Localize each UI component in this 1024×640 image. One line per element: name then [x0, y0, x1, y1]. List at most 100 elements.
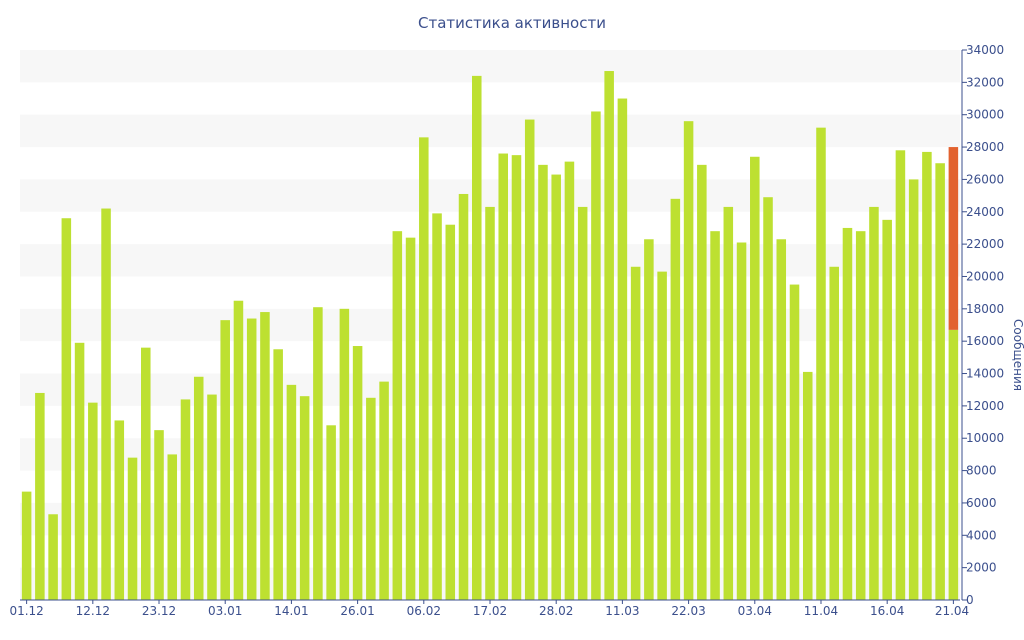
y-tick-label: 16000	[966, 334, 1004, 348]
y-tick-label: 32000	[966, 75, 1004, 89]
y-tick-label: 2000	[966, 561, 997, 575]
bar	[432, 213, 442, 600]
bar	[511, 155, 522, 600]
bar	[908, 179, 919, 601]
bar	[630, 266, 641, 600]
bar	[591, 111, 601, 601]
bar	[736, 242, 747, 600]
bar	[207, 394, 217, 600]
bar	[802, 371, 813, 600]
bar	[882, 219, 892, 600]
y-tick-label: 30000	[966, 108, 1004, 122]
bar	[644, 239, 654, 600]
y-tick-label: 20000	[966, 269, 1004, 283]
bar	[869, 206, 879, 601]
bar	[101, 208, 111, 600]
bar	[670, 198, 681, 600]
x-tick-label: 28.02	[539, 604, 573, 618]
bar	[498, 153, 509, 600]
bar	[697, 164, 707, 600]
bar	[35, 392, 45, 600]
bar	[657, 271, 667, 600]
bar-highlight	[948, 147, 959, 330]
grid-band	[20, 114, 960, 148]
grid-band	[20, 179, 960, 212]
bar	[763, 197, 773, 601]
y-tick-label: 22000	[966, 237, 1004, 251]
bar	[180, 399, 191, 600]
x-tick-label: 03.04	[738, 604, 772, 618]
bar	[379, 381, 389, 600]
bar	[260, 312, 270, 600]
y-tick-label: 0	[966, 593, 974, 607]
x-tick-label: 11.03	[605, 604, 639, 618]
bar	[405, 237, 416, 600]
bar	[273, 349, 283, 600]
bar	[577, 206, 588, 601]
y-tick-label: 8000	[966, 464, 997, 478]
x-tick-label: 21.04	[935, 604, 969, 618]
bar	[710, 231, 720, 601]
bar	[750, 156, 760, 600]
bar	[922, 151, 932, 601]
bar	[551, 174, 561, 600]
bar	[21, 491, 32, 600]
bar	[564, 161, 575, 600]
x-tick-label: 06.02	[407, 604, 441, 618]
x-tick-label: 01.12	[9, 604, 43, 618]
bar	[114, 420, 125, 600]
bar	[789, 284, 800, 600]
bar	[74, 342, 85, 600]
bar	[445, 224, 456, 601]
bar	[154, 430, 164, 600]
bar	[299, 396, 310, 600]
bar	[829, 266, 839, 600]
bar	[48, 514, 58, 600]
bar	[246, 318, 257, 600]
grid-band	[20, 50, 960, 83]
bar	[419, 137, 429, 600]
x-tick-label: 22.03	[671, 604, 705, 618]
y-tick-label: 28000	[966, 140, 1004, 154]
y-tick-label: 24000	[966, 205, 1004, 219]
y-tick-label: 10000	[966, 431, 1004, 445]
bar	[855, 231, 866, 601]
bar	[339, 308, 350, 600]
bar	[326, 425, 336, 600]
x-tick-label: 23.12	[142, 604, 176, 618]
bar	[617, 98, 628, 600]
x-tick-label: 17.02	[473, 604, 507, 618]
x-tick-label: 26.01	[340, 604, 374, 618]
bar	[604, 71, 614, 600]
bar	[392, 231, 403, 601]
bar	[88, 402, 98, 600]
y-tick-label: 14000	[966, 367, 1004, 381]
bar	[193, 376, 204, 600]
bar	[233, 300, 244, 600]
bar	[167, 454, 178, 600]
bar	[723, 206, 734, 601]
bar	[366, 397, 376, 600]
bar	[141, 347, 151, 600]
bar	[352, 346, 363, 600]
bar	[683, 121, 694, 601]
bar	[776, 239, 787, 600]
x-tick-label: 03.01	[208, 604, 242, 618]
x-tick-label: 11.04	[804, 604, 838, 618]
bar	[538, 164, 548, 600]
bar	[948, 329, 959, 600]
bar	[220, 320, 230, 600]
bar	[313, 307, 323, 600]
y-axis-title: Сообщения	[1011, 319, 1024, 391]
y-tick-label: 12000	[966, 399, 1004, 413]
bar	[485, 206, 495, 601]
bar	[471, 75, 482, 601]
bar	[816, 127, 826, 600]
bar	[842, 227, 853, 601]
y-tick-label: 26000	[966, 172, 1004, 186]
bar	[127, 457, 138, 600]
y-tick-label: 18000	[966, 302, 1004, 316]
y-tick-label: 6000	[966, 496, 997, 510]
bar	[286, 384, 297, 600]
